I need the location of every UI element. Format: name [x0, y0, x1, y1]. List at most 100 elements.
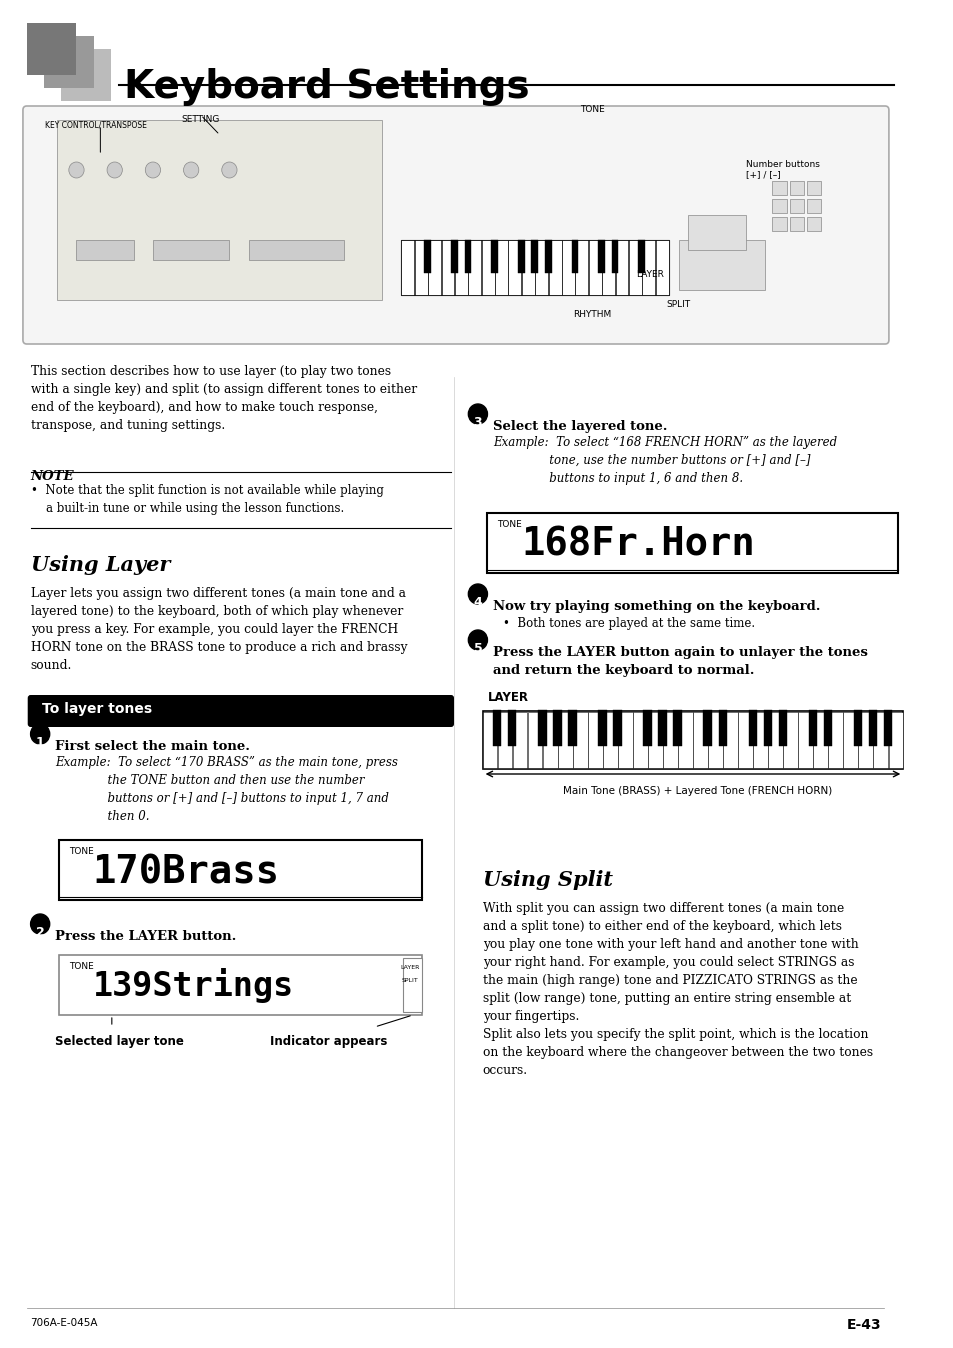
Text: RHYTHM: RHYTHM — [573, 310, 611, 319]
Bar — [558, 712, 572, 768]
Text: LAYER: LAYER — [487, 692, 528, 704]
Bar — [673, 710, 681, 745]
Bar — [415, 240, 427, 295]
Bar — [722, 712, 737, 768]
Bar — [598, 240, 604, 274]
Bar — [887, 712, 902, 768]
Bar — [561, 240, 575, 295]
Text: Keyboard Settings: Keyboard Settings — [124, 67, 529, 106]
Circle shape — [69, 162, 84, 178]
Text: TONE: TONE — [579, 105, 604, 115]
Bar — [853, 710, 862, 745]
Circle shape — [107, 162, 122, 178]
Bar — [248, 240, 344, 260]
Bar — [401, 240, 414, 295]
Circle shape — [30, 724, 50, 744]
Bar — [424, 240, 431, 274]
Bar — [487, 514, 898, 573]
Text: Example:  To select “170 BRASS” as the main tone, press
              the TONE b: Example: To select “170 BRASS” as the ma… — [55, 756, 398, 824]
Circle shape — [145, 162, 160, 178]
Bar — [451, 240, 457, 274]
Text: To layer tones: To layer tones — [42, 702, 152, 716]
Bar — [772, 181, 786, 195]
Bar — [778, 710, 786, 745]
Bar — [658, 710, 666, 745]
Bar — [633, 712, 647, 768]
Bar — [806, 200, 821, 213]
Bar — [537, 710, 546, 745]
FancyBboxPatch shape — [28, 696, 454, 727]
Bar — [587, 712, 602, 768]
Bar — [782, 712, 797, 768]
Bar — [441, 240, 454, 295]
Text: 139Strings: 139Strings — [92, 968, 294, 1003]
Bar — [482, 710, 902, 768]
Bar — [678, 240, 764, 290]
Bar — [61, 49, 111, 101]
Circle shape — [468, 404, 487, 425]
Circle shape — [468, 584, 487, 604]
Bar — [401, 240, 668, 295]
Bar — [464, 240, 471, 274]
Text: 170Brass: 170Brass — [92, 853, 279, 891]
Bar — [57, 120, 382, 301]
Text: Main Tone (BRASS) + Layered Tone (FRENCH HORN): Main Tone (BRASS) + Layered Tone (FRENCH… — [562, 786, 832, 797]
Bar — [571, 240, 578, 274]
Bar — [753, 712, 767, 768]
Bar — [568, 710, 576, 745]
Bar — [772, 217, 786, 231]
Bar — [76, 240, 133, 260]
Bar — [822, 710, 831, 745]
Text: Using Split: Using Split — [482, 869, 612, 890]
Text: Number buttons
[+] / [–]: Number buttons [+] / [–] — [744, 160, 819, 179]
Bar — [693, 712, 707, 768]
Text: 3: 3 — [473, 417, 481, 429]
Text: 2: 2 — [35, 926, 45, 940]
Bar — [678, 712, 692, 768]
Bar — [491, 240, 497, 274]
Text: Select the layered tone.: Select the layered tone. — [493, 421, 667, 433]
Text: TONE: TONE — [69, 847, 93, 856]
Bar — [517, 240, 524, 274]
Text: 1: 1 — [35, 736, 45, 749]
Bar — [842, 712, 857, 768]
Text: TONE: TONE — [497, 520, 521, 528]
Text: KEY CONTROL/TRANSPOSE: KEY CONTROL/TRANSPOSE — [45, 120, 147, 129]
Bar — [542, 712, 557, 768]
Bar — [806, 181, 821, 195]
Bar — [59, 840, 422, 900]
Bar — [806, 217, 821, 231]
Bar — [827, 712, 842, 768]
Bar — [508, 240, 521, 295]
Text: SPLIT: SPLIT — [401, 979, 418, 983]
Bar — [611, 240, 618, 274]
Text: Press the LAYER button.: Press the LAYER button. — [55, 930, 236, 944]
Bar — [647, 712, 662, 768]
FancyBboxPatch shape — [23, 106, 888, 344]
Text: SETTING: SETTING — [181, 115, 220, 124]
Text: TONE: TONE — [69, 962, 93, 971]
Bar — [789, 181, 803, 195]
Bar — [628, 240, 641, 295]
Bar — [798, 712, 812, 768]
Bar — [687, 214, 744, 249]
Circle shape — [183, 162, 198, 178]
Bar — [493, 710, 501, 745]
Bar — [602, 712, 617, 768]
Bar — [548, 240, 561, 295]
Bar — [588, 240, 601, 295]
Text: •  Note that the split function is not available while playing
    a built-in tu: • Note that the split function is not av… — [30, 484, 383, 515]
Bar — [718, 710, 726, 745]
Text: With split you can assign two different tones (a main tone
and a split tone) to : With split you can assign two different … — [482, 902, 872, 1077]
Text: LAYER: LAYER — [636, 270, 663, 279]
Bar — [642, 710, 651, 745]
Bar — [868, 710, 876, 745]
Text: SPLIT: SPLIT — [666, 301, 690, 309]
Bar — [638, 240, 644, 274]
Text: 4: 4 — [473, 596, 482, 609]
Bar — [531, 240, 537, 274]
Bar — [613, 710, 621, 745]
Bar — [44, 36, 93, 88]
Bar — [152, 240, 229, 260]
Bar — [497, 712, 512, 768]
